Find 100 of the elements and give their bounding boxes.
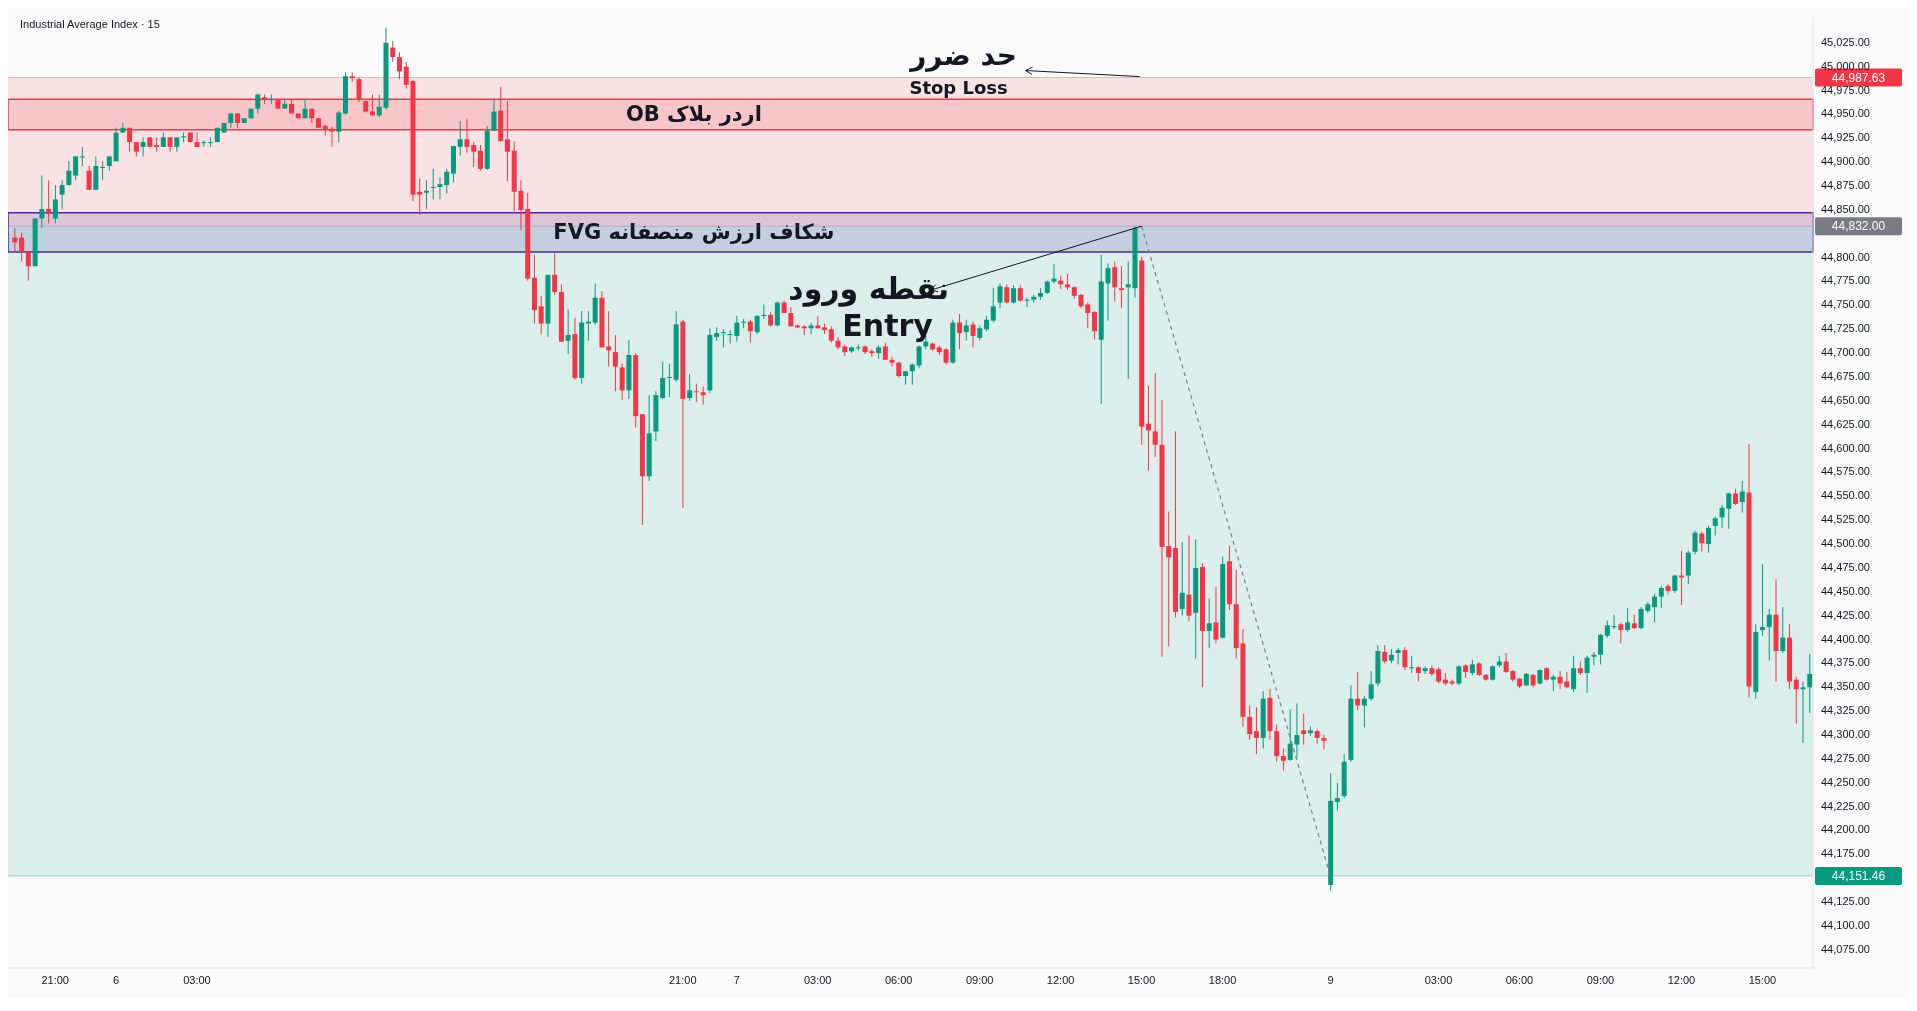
y-tick-label: 44,675.00 (1821, 369, 1870, 382)
candlestick (1118, 265, 1124, 309)
candlestick (504, 100, 510, 182)
candlestick (1409, 655, 1415, 674)
candlestick (1780, 606, 1786, 654)
y-tick-label: 44,425.00 (1821, 608, 1870, 621)
candlestick (464, 118, 470, 154)
candlestick (970, 321, 976, 348)
candlestick (1092, 310, 1097, 341)
candlestick (1334, 782, 1340, 811)
y-tick-label: 44,100.00 (1821, 918, 1870, 931)
y-tick-label: 44,750.00 (1821, 298, 1870, 311)
candlestick (774, 301, 780, 327)
x-tick-label: 06:00 (1505, 973, 1534, 986)
candlestick (1422, 665, 1428, 675)
candlestick (1247, 704, 1253, 741)
candlestick (46, 179, 52, 224)
candlestick (471, 141, 477, 168)
candlestick (720, 328, 726, 348)
candlestick (538, 295, 544, 335)
candlestick (1361, 695, 1367, 728)
candlestick (1294, 703, 1300, 759)
candlestick (140, 136, 146, 157)
candlestick (336, 110, 342, 143)
candlestick (889, 356, 895, 367)
x-tick-label: 18:00 (1208, 973, 1237, 986)
x-tick-label: 9 (1327, 973, 1334, 986)
chart-title: Industrial Average Index · 15 (20, 18, 160, 30)
candlestick (268, 93, 274, 105)
y-tick-label: 44,850.00 (1821, 202, 1870, 215)
x-tick-label: 6 (112, 973, 120, 986)
y-tick-label: 44,175.00 (1821, 847, 1870, 860)
x-tick-label: 7 (733, 973, 740, 986)
x-tick-label: 12:00 (1046, 973, 1075, 986)
candlestick (1618, 621, 1624, 644)
candlestick (1321, 734, 1327, 750)
candlestick (1625, 607, 1631, 633)
candlestick (990, 287, 996, 324)
y-tick-label: 44,475.00 (1821, 560, 1870, 573)
candlestick (1024, 297, 1030, 308)
candlestick (1280, 747, 1286, 771)
y-tick-label: 44,075.00 (1821, 942, 1870, 955)
y-tick-label: 44,500.00 (1821, 537, 1870, 550)
candlestick (693, 383, 699, 403)
candlestick (1706, 525, 1712, 554)
y-tick-label: 44,875.00 (1821, 178, 1870, 191)
candlestick (356, 76, 362, 103)
candlestick (700, 386, 706, 406)
y-tick-label: 45,025.00 (1821, 35, 1870, 48)
candlestick (761, 303, 767, 320)
candlestick (808, 322, 814, 335)
candlestick (417, 177, 423, 216)
candlestick (585, 310, 591, 342)
candlestick (1179, 541, 1185, 617)
candlestick (1665, 583, 1671, 596)
candlestick (1186, 534, 1192, 622)
candlestick (916, 344, 922, 369)
y-tick-label: 44,725.00 (1821, 322, 1870, 335)
candlestick (437, 176, 443, 200)
y-tick-label: 44,525.00 (1821, 513, 1870, 526)
candlestick (1807, 653, 1813, 714)
y-tick-label: 44,575.00 (1821, 465, 1870, 478)
candlestick (430, 168, 436, 200)
candlestick (666, 363, 672, 398)
band-label: اردر بلاک OB (625, 102, 762, 127)
ref-line-label: 44,151.46 (1831, 868, 1886, 883)
y-tick-label: 45,000.00 (1821, 59, 1870, 72)
candlestick (1658, 585, 1664, 609)
candlestick (1739, 480, 1745, 514)
x-tick-label: 15:00 (1748, 973, 1777, 986)
y-tick-label: 44,450.00 (1821, 584, 1870, 597)
candlestick (1206, 598, 1212, 649)
candlestick (1598, 633, 1604, 665)
candlestick (100, 160, 106, 181)
candlestick (1368, 670, 1374, 702)
candlestick (208, 136, 214, 148)
candlestick (687, 373, 693, 402)
candlestick (1800, 681, 1806, 744)
y-tick-label: 44,925.00 (1821, 131, 1870, 144)
y-tick-label: 44,225.00 (1821, 799, 1870, 812)
candlestick (477, 144, 483, 172)
candlestick (747, 319, 753, 344)
candlestick (396, 51, 402, 80)
candlestick (963, 319, 969, 342)
candlestick (255, 93, 261, 114)
candlestick (1301, 713, 1307, 746)
annotation: نقطه ورود (788, 270, 949, 307)
candlestick (565, 308, 571, 355)
y-tick-label: 44,650.00 (1821, 393, 1870, 406)
candlestick (1382, 644, 1388, 664)
candlestick (612, 334, 618, 392)
candlestick (1760, 563, 1766, 637)
y-tick-label: 44,250.00 (1821, 775, 1870, 788)
candlestick (1166, 511, 1172, 647)
x-tick-label: 03:00 (1424, 973, 1453, 986)
candlestick (1793, 676, 1799, 725)
candlestick (73, 155, 79, 181)
candlestick (457, 120, 463, 156)
y-tick-label: 44,800.00 (1821, 250, 1870, 263)
candlestick (25, 251, 31, 282)
